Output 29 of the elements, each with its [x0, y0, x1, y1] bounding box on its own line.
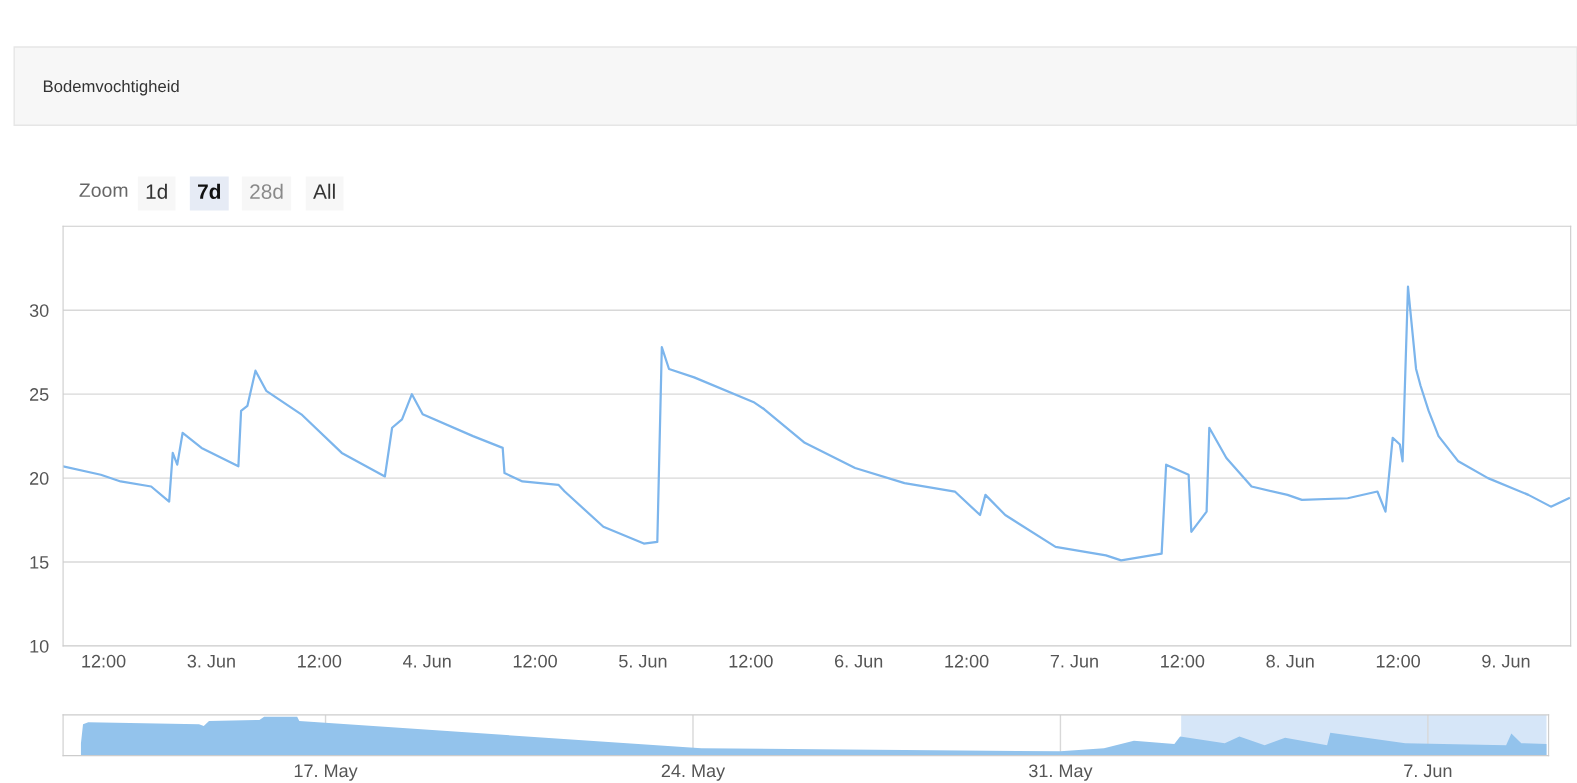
y-tick-label: 10: [30, 639, 49, 653]
chart-title: Bodemvochtigheid: [43, 79, 179, 96]
x-tick-label: 7. Jun: [1050, 654, 1098, 668]
y-tick-label: 30: [29, 304, 49, 317]
text: 28d: [250, 183, 283, 199]
x-tick-label: 24. May: [661, 764, 726, 781]
x-tick-label: 12:00: [729, 654, 773, 668]
x-tick-label: 4. Jun: [403, 654, 451, 668]
y-tick-label: 25: [30, 388, 49, 401]
x-tick-label: 31. May: [1029, 764, 1093, 781]
x-tick-label: 5. Jun: [619, 654, 667, 668]
x-tick-label: 8. Jun: [1266, 654, 1314, 668]
x-tick-label: 12:00: [1376, 654, 1420, 668]
x-tick-label: 6. Jun: [835, 654, 883, 668]
text: 1d: [146, 183, 167, 199]
x-tick-label: 9. Jun: [1482, 654, 1530, 668]
x-tick-label: 12:00: [298, 654, 342, 668]
x-tick-label: 12:00: [82, 654, 126, 668]
x-tick-label: 3. Jun: [187, 654, 235, 668]
y-tick-label: 15: [30, 556, 49, 569]
text: 7d: [198, 183, 221, 199]
text: Zoom: [79, 183, 128, 198]
x-tick-label: 12:00: [513, 654, 557, 668]
x-tick-label: 12:00: [1161, 654, 1205, 668]
x-tick-label: 7. Jun: [1404, 764, 1452, 778]
y-tick-label: 20: [30, 472, 49, 485]
text: All: [313, 183, 335, 199]
x-tick-label: 17. May: [294, 764, 358, 781]
x-tick-label: 12:00: [945, 654, 989, 668]
